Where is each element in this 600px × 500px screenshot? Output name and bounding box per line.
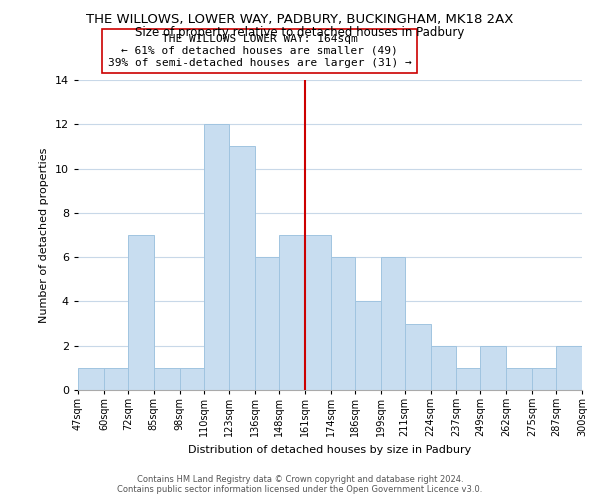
Bar bbox=[556, 346, 582, 390]
Bar bbox=[506, 368, 532, 390]
Bar bbox=[279, 235, 305, 390]
Bar bbox=[305, 235, 331, 390]
Text: THE WILLOWS LOWER WAY: 164sqm
← 61% of detached houses are smaller (49)
39% of s: THE WILLOWS LOWER WAY: 164sqm ← 61% of d… bbox=[107, 34, 412, 68]
Bar bbox=[381, 257, 405, 390]
Bar bbox=[255, 257, 279, 390]
Bar bbox=[431, 346, 457, 390]
Bar bbox=[203, 124, 229, 390]
Bar bbox=[78, 368, 104, 390]
Bar bbox=[355, 302, 381, 390]
X-axis label: Distribution of detached houses by size in Padbury: Distribution of detached houses by size … bbox=[188, 445, 472, 455]
Bar bbox=[457, 368, 481, 390]
Bar bbox=[154, 368, 179, 390]
Text: Size of property relative to detached houses in Padbury: Size of property relative to detached ho… bbox=[136, 26, 464, 39]
Bar bbox=[532, 368, 556, 390]
Bar bbox=[128, 235, 154, 390]
Bar bbox=[481, 346, 506, 390]
Bar bbox=[405, 324, 431, 390]
Bar bbox=[229, 146, 255, 390]
Y-axis label: Number of detached properties: Number of detached properties bbox=[39, 148, 49, 322]
Text: Contains HM Land Registry data © Crown copyright and database right 2024.
Contai: Contains HM Land Registry data © Crown c… bbox=[118, 474, 482, 494]
Bar bbox=[179, 368, 203, 390]
Bar bbox=[104, 368, 128, 390]
Bar bbox=[331, 257, 355, 390]
Text: THE WILLOWS, LOWER WAY, PADBURY, BUCKINGHAM, MK18 2AX: THE WILLOWS, LOWER WAY, PADBURY, BUCKING… bbox=[86, 12, 514, 26]
